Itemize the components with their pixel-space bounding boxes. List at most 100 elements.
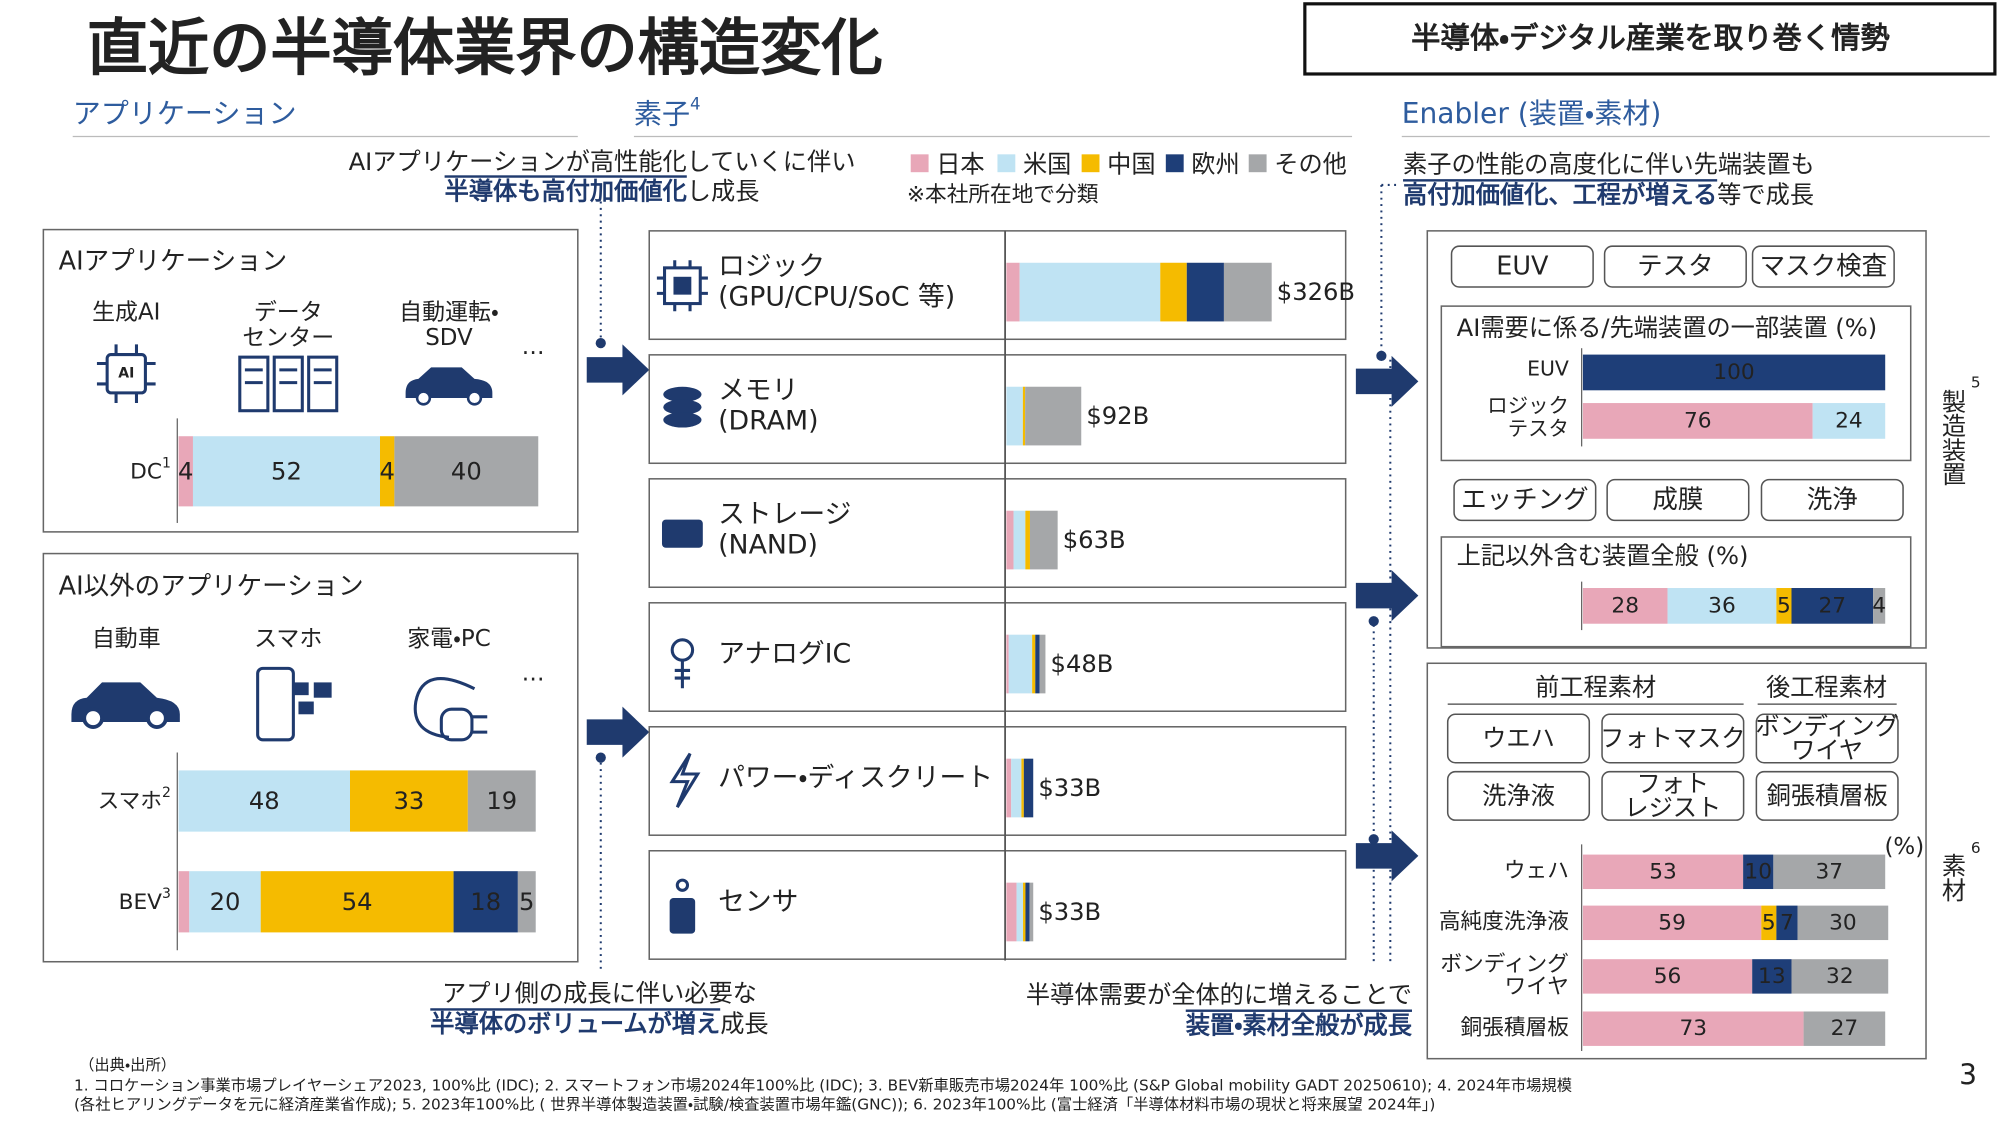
device-icon <box>663 386 702 428</box>
title: 直近の半導体業界の構造変化 <box>87 13 883 84</box>
data-label: 52 <box>271 457 302 485</box>
icon-label: センター <box>242 325 334 351</box>
footnote-ref: 5 <box>1971 374 1981 392</box>
bar-segment <box>189 871 261 933</box>
bar-segment <box>1039 634 1046 694</box>
label: (NAND) <box>718 530 818 561</box>
icon <box>673 276 692 295</box>
tag-label: エッチング <box>1461 485 1589 515</box>
side-label: 製造装置 <box>1938 389 1966 486</box>
bar-segment <box>178 871 190 933</box>
legend-label: 日本 <box>936 151 984 179</box>
bar-segment <box>350 770 468 832</box>
icon <box>663 386 702 403</box>
bar-segment <box>1812 403 1886 439</box>
legend-label: 欧州 <box>1191 151 1239 179</box>
tag <box>1760 478 1904 522</box>
bar-segment <box>1582 588 1668 624</box>
data-label: 18 <box>470 888 501 916</box>
bar-segment <box>1582 1011 1804 1046</box>
tag-label: マスク検査 <box>1760 252 1888 282</box>
footnote-ref: 1 <box>162 455 171 471</box>
footnote-ref: 3 <box>162 886 171 902</box>
bar-segment <box>1223 262 1272 322</box>
data-label: 53 <box>1649 859 1677 884</box>
bar-segment <box>1029 510 1058 570</box>
label: センサ <box>718 886 798 917</box>
tag <box>1606 478 1750 522</box>
callout-text: し成長 <box>687 177 760 205</box>
label: ロジック <box>1487 394 1569 418</box>
label: レジスト <box>1624 794 1721 822</box>
callout-bold: 半導体も高付加価値化 <box>445 177 687 205</box>
badge-box <box>1303 2 1997 76</box>
bar-segment <box>1023 758 1034 818</box>
callout: アプリ側の成長に伴い必要な <box>442 980 757 1008</box>
bar-segment <box>1776 588 1792 624</box>
badge: 半導体・デジタル産業を取り巻く情勢 <box>1411 21 1890 55</box>
data-label: 36 <box>1708 593 1736 618</box>
bar-segment <box>1773 854 1886 890</box>
icon <box>675 878 690 892</box>
device-row <box>648 602 1347 712</box>
data-label: 5 <box>1777 593 1791 618</box>
bar-segment <box>260 871 454 933</box>
bar-segment <box>1006 262 1020 322</box>
bar-segment <box>1160 262 1187 322</box>
tag-label: 成膜 <box>1652 485 1703 515</box>
bar-segment <box>1582 905 1762 941</box>
legend-swatch <box>997 154 1016 173</box>
bar-segment <box>1667 588 1777 624</box>
callout: 高付加価値化、工程が増える等で成長 <box>1403 181 1814 209</box>
page-number: 3 <box>1959 1059 1977 1092</box>
data-label: 4 <box>379 457 394 485</box>
tag <box>1603 245 1747 288</box>
bar-segment <box>1006 882 1017 942</box>
chart-title: 上記以外含む装置全般 (%) <box>1457 542 1749 570</box>
data-label: 76 <box>1684 408 1712 433</box>
label: 洗浄液 <box>1482 782 1555 810</box>
data-label: 4 <box>1872 593 1886 618</box>
legend-note: ※本社所在地で分類 <box>907 183 1099 208</box>
bar-segment <box>1006 386 1023 446</box>
label: (GPU/CPU/SoC 等) <box>718 282 955 313</box>
label: ワイヤ <box>1505 975 1569 1000</box>
label: ストレージ <box>718 499 851 530</box>
label: パワー・ディスクリート <box>718 762 993 793</box>
bar-segment <box>1743 854 1774 890</box>
data-label: 5 <box>519 888 534 916</box>
bar-segment <box>1008 634 1033 694</box>
label: アナログIC <box>718 638 851 669</box>
icon-label: 自動車 <box>92 626 161 652</box>
tag <box>1601 770 1745 821</box>
bar-segment <box>1025 882 1030 942</box>
row-label-text: スマホ <box>98 789 162 814</box>
device-icon <box>661 519 703 548</box>
bar-segment <box>1006 510 1014 570</box>
device-icon <box>670 638 695 689</box>
tag <box>1446 770 1591 821</box>
bar-segment <box>1582 403 1813 439</box>
icon <box>669 752 701 808</box>
bar-segment <box>467 770 536 832</box>
svg-text:AI: AI <box>118 366 134 382</box>
bar-segment <box>1032 634 1036 694</box>
bar-segment <box>1582 854 1744 890</box>
footnote-ref: 4 <box>690 95 701 114</box>
label: ウェハ <box>1504 859 1569 884</box>
legend-swatch <box>1081 154 1100 173</box>
bar-segment <box>380 436 395 507</box>
bar-segment <box>394 436 539 507</box>
side-label: 素材 <box>1938 853 1966 902</box>
data-label: 40 <box>451 457 482 485</box>
icon <box>663 399 702 415</box>
bar-segment <box>1791 959 1889 994</box>
device-icon <box>656 260 708 312</box>
data-label: 59 <box>1658 910 1686 935</box>
data-label: 13 <box>1758 964 1786 989</box>
group-title: 後工程素材 <box>1766 674 1887 702</box>
label: EUV <box>1527 357 1569 381</box>
bar-segment <box>1013 510 1026 570</box>
